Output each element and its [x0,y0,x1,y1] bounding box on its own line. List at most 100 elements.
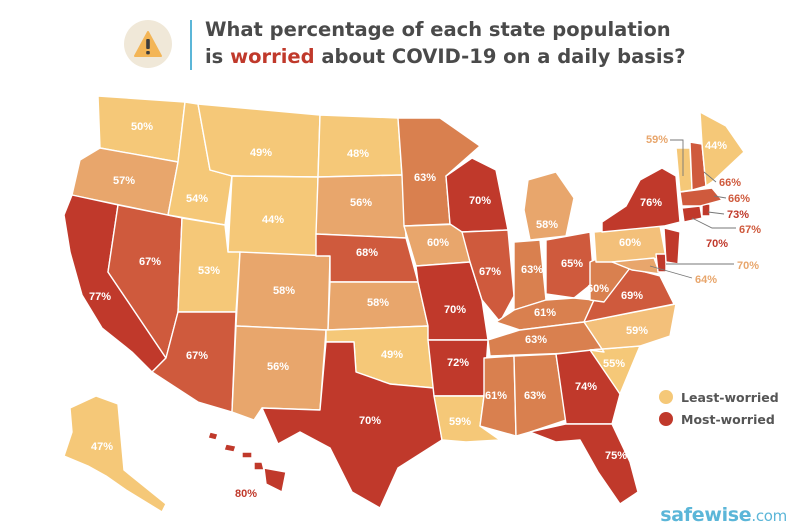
state-AL[interactable] [513,353,567,437]
label-WA: 50% [131,121,153,133]
state-TX[interactable] [261,341,443,509]
state-GA[interactable] [555,349,621,425]
legend-label-least: Least-worried [681,389,779,405]
label-AR: 72% [447,357,469,369]
title-prefix: is [205,45,231,68]
label-CT: 67% [739,224,761,236]
label-UT: 53% [198,265,220,277]
state-MD[interactable] [611,257,661,275]
label-PA: 60% [619,237,641,249]
title-divider [190,20,192,70]
label-RI: 73% [727,209,749,221]
label-MI: 58% [536,219,558,231]
state-NM[interactable] [231,325,327,421]
state-labels: 50% 57% 77% 67% 54% 49% 44% 53% 67% 58% … [89,121,761,500]
label-GA: 74% [575,381,597,393]
state-VT[interactable] [675,147,693,193]
leader-NH [703,171,717,183]
label-WI: 70% [469,195,491,207]
label-KS: 58% [367,297,389,309]
label-NE: 68% [356,247,378,259]
title-highlight: worried [230,45,315,68]
label-IL: 67% [479,266,501,278]
label-VT: 59% [646,134,668,146]
legend-swatch-most [659,412,673,426]
legend-item-most: Most-worried [659,408,779,430]
state-ND[interactable] [317,114,403,178]
state-CT[interactable] [681,205,703,223]
label-NM: 56% [267,361,289,373]
state-AZ[interactable] [151,311,237,413]
page-title: What percentage of each state population… [205,16,765,70]
label-NH: 66% [719,177,741,189]
label-OH: 65% [561,258,583,270]
state-MS[interactable] [479,355,517,437]
label-MA: 66% [728,193,750,205]
state-ME[interactable] [699,111,745,187]
label-AK: 47% [91,441,113,453]
state-AK[interactable] [63,395,167,513]
label-ME: 44% [705,140,727,152]
label-WV: 60% [587,283,609,295]
label-ID: 54% [186,193,208,205]
state-OH[interactable] [545,231,595,299]
state-DE[interactable] [655,253,667,273]
label-NY: 76% [640,197,662,209]
brand-tld: .com [751,507,787,525]
label-AZ: 67% [186,350,208,362]
state-HI[interactable] [207,431,287,493]
label-NV: 67% [139,256,161,268]
warning-badge [124,20,172,68]
state-MA[interactable] [679,187,723,207]
label-MN: 63% [414,172,436,184]
label-MT: 49% [250,147,272,159]
state-NJ[interactable] [663,227,681,265]
brand-name: safewise [660,504,752,526]
title-line-1: What percentage of each state population [205,18,671,41]
label-FL: 75% [605,450,627,462]
legend-swatch-least [659,390,673,404]
state-FL[interactable] [529,423,639,505]
state-NY[interactable] [601,167,681,233]
label-TX: 70% [359,415,381,427]
label-AL: 63% [524,390,546,402]
legend-item-least: Least-worried [659,386,779,408]
warning-icon [134,31,162,57]
label-OK: 49% [381,349,403,361]
label-NC: 59% [626,325,648,337]
label-WY: 44% [262,214,284,226]
state-MT[interactable] [197,103,321,178]
states-layer [63,95,745,513]
title-line-2: is worried about COVID-19 on a daily bas… [205,43,765,70]
label-OR: 57% [113,175,135,187]
label-KY: 61% [534,307,556,319]
brand-logo: safewise.com [660,504,787,526]
label-HI: 80% [235,488,257,500]
label-NJ: 70% [706,238,728,250]
label-ND: 48% [347,148,369,160]
label-VA: 69% [621,290,643,302]
label-MS: 61% [485,390,507,402]
leader-CT [691,217,736,229]
label-MO: 70% [444,304,466,316]
legend-label-most: Most-worried [681,411,775,427]
leader-lines [649,139,736,279]
label-LA: 59% [449,416,471,428]
state-NC[interactable] [583,303,677,353]
label-SD: 56% [350,197,372,209]
leader-MD [649,265,693,279]
leader-VT [670,139,684,176]
label-DE: 70% [737,260,759,272]
leader-RI [707,211,725,215]
title-suffix: about COVID-19 on a daily basis? [314,45,686,68]
label-TN: 63% [525,334,547,346]
leader-MA [713,195,727,199]
label-IN: 63% [521,264,543,276]
label-CA: 77% [89,291,111,303]
label-IA: 60% [427,237,449,249]
label-MD: 64% [695,274,717,286]
label-SC: 55% [603,358,625,370]
label-CO: 58% [273,285,295,297]
